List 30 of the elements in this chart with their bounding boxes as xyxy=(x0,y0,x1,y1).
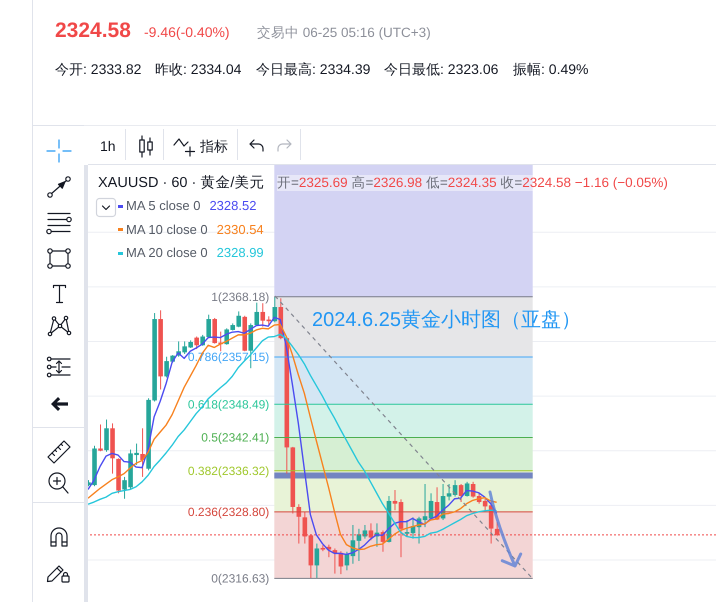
text: -9.46(-0.40%) xyxy=(144,24,230,40)
annotation: 2330.54 xyxy=(216,222,264,238)
ref-line-label: 0(2316.63) xyxy=(211,571,270,586)
text: 今开: 2333.82 xyxy=(55,61,142,77)
candlestick xyxy=(104,419,109,452)
candlestick xyxy=(458,484,464,503)
text: 今日最高: 2334.39 xyxy=(256,61,370,77)
text: XAUUSD · 60 · 黄金/美元 xyxy=(98,175,264,191)
annotation: 开=2325.69 高=2326.98 低=2324.35 收=2324.58 −1.16 (−0.05%) xyxy=(277,175,668,191)
legend-label: MA 5 close 0 xyxy=(126,198,200,214)
candlestick xyxy=(194,336,199,350)
annotation: 2024.6.25黄金小时图（亚盘） xyxy=(312,309,581,331)
text: 指标 xyxy=(200,138,228,154)
ref-line-label: 0.236(2328.80) xyxy=(188,504,270,519)
ref-line-label: 0.5(2342.41) xyxy=(201,430,270,445)
ref-line-label: 0.382(2336.32) xyxy=(188,464,270,478)
legend-label: MA 10 close 0 xyxy=(126,222,208,238)
text: 1h xyxy=(100,138,116,154)
text: 今日最低: 2323.06 xyxy=(384,61,498,77)
candlestick xyxy=(254,302,260,326)
candlestick xyxy=(98,424,103,452)
text: 振幅: 0.49% xyxy=(513,61,588,77)
annotation: 2328.52 xyxy=(209,198,256,214)
text: 2324.58 xyxy=(55,19,131,42)
legend-label: MA 20 close 0 xyxy=(126,245,208,262)
ref-line-label: 1(2368.18) xyxy=(211,290,270,304)
text: 昨收: 2334.04 xyxy=(155,61,242,77)
candlestick xyxy=(314,543,320,578)
annotation: 2328.99 xyxy=(216,245,264,262)
text: 交易中 06-25 05:16 (UTC+3) xyxy=(257,24,431,40)
